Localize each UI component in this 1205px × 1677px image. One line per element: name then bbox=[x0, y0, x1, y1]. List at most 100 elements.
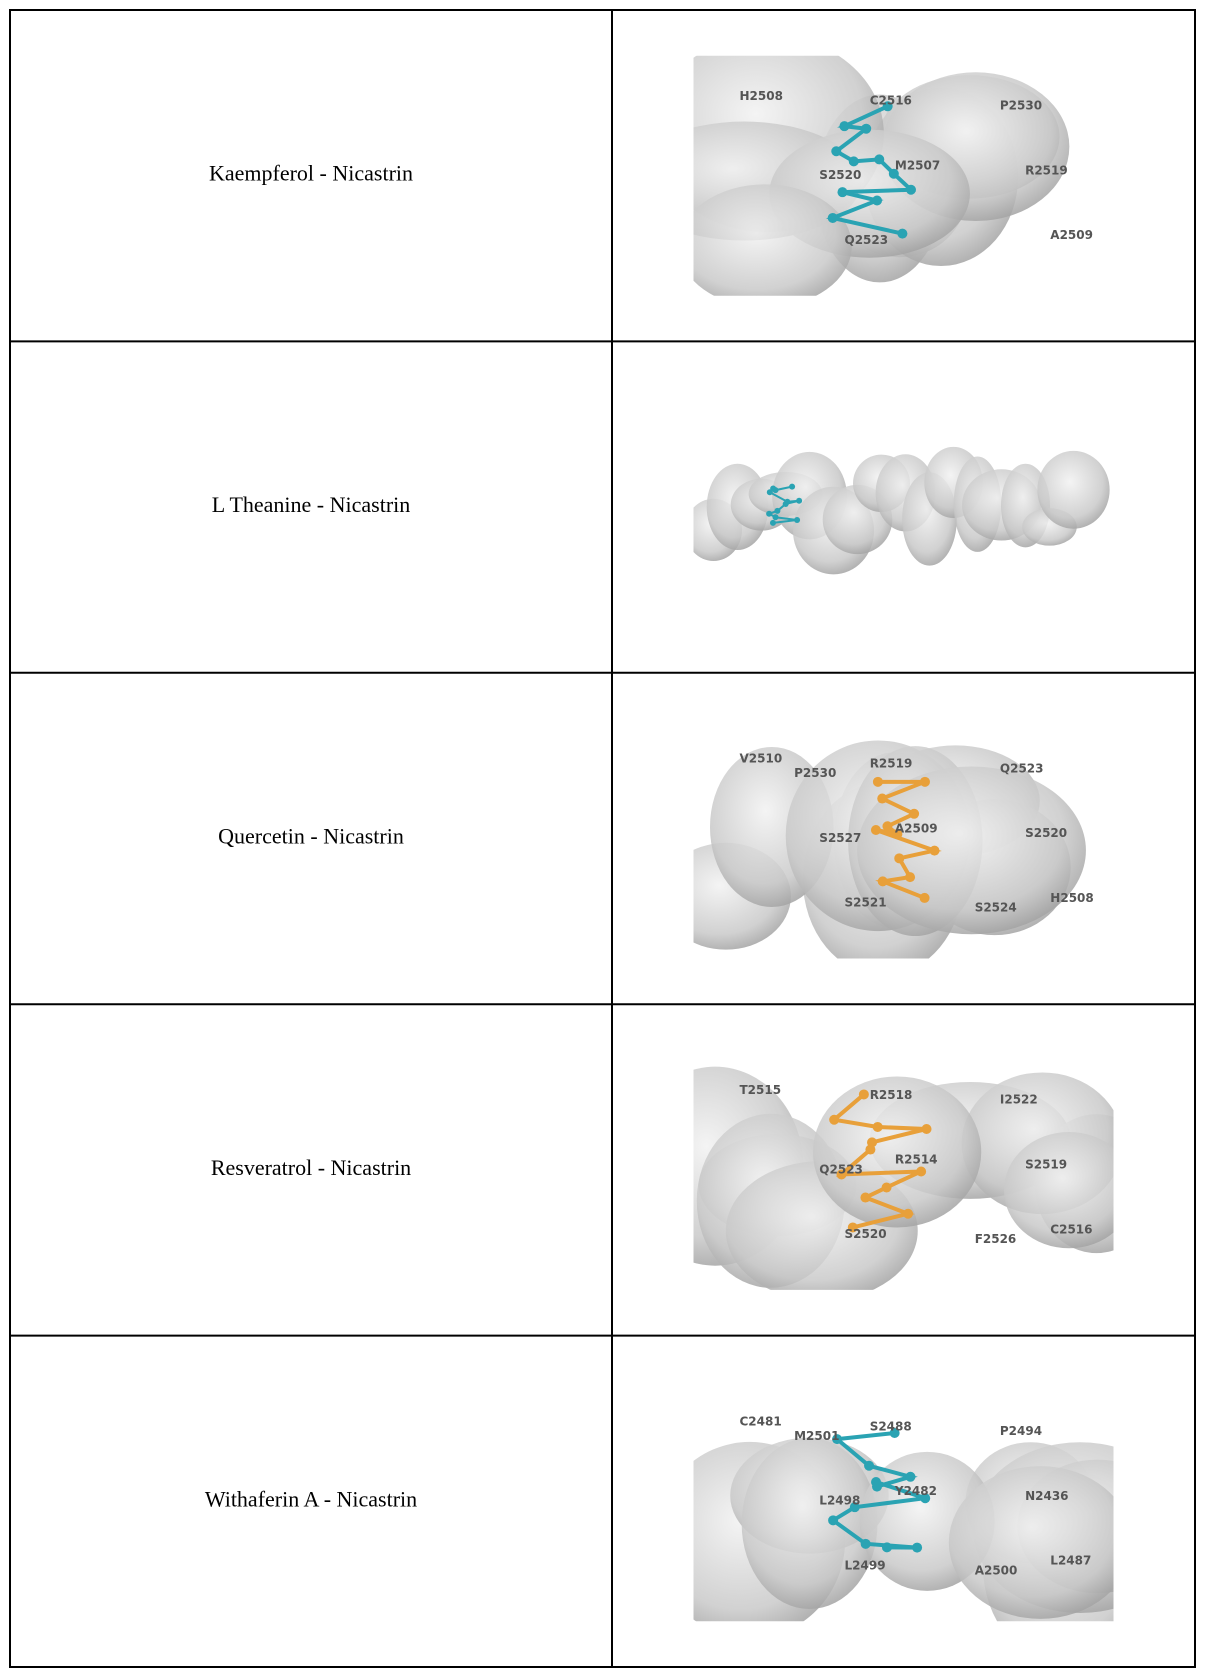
residue-label: C2481 bbox=[740, 1415, 782, 1429]
residue-label: L2498 bbox=[819, 1494, 860, 1508]
ligand-atom bbox=[849, 156, 859, 166]
protein-surface bbox=[678, 184, 851, 307]
residue-label: H2508 bbox=[740, 89, 783, 103]
residue-label: R2518 bbox=[870, 1088, 913, 1102]
ligand-atom bbox=[828, 213, 838, 223]
ligand-atom bbox=[894, 853, 904, 863]
image-content bbox=[685, 387, 1113, 627]
ligand-atom bbox=[905, 1472, 915, 1482]
ligand-atom bbox=[773, 514, 779, 520]
protein-surface bbox=[857, 766, 1086, 934]
ligand-atom bbox=[766, 511, 772, 517]
ligand-atom bbox=[912, 1543, 922, 1553]
ligand-atom bbox=[770, 520, 776, 526]
ligand-atom bbox=[873, 777, 883, 787]
ligand-atom bbox=[878, 876, 888, 886]
residue-label: F2526 bbox=[975, 1232, 1017, 1246]
row-label: Resveratrol - Nicastrin bbox=[211, 1155, 411, 1180]
ligand-atom bbox=[783, 501, 789, 507]
docking-image bbox=[685, 387, 1113, 627]
ligand-atom bbox=[920, 893, 930, 903]
document-table: Kaempferol - Nicastrin H2508 M2507 A2509 C25… bbox=[0, 0, 1205, 1677]
ligand-atom bbox=[828, 1515, 838, 1525]
residue-label: N2436 bbox=[1025, 1489, 1068, 1503]
residue-label: C2516 bbox=[870, 94, 912, 108]
residue-label: T2515 bbox=[740, 1083, 782, 1097]
ligand-atom bbox=[767, 489, 773, 495]
image-content: C2481 Y2482 L2487 S2488 N2436 L2499 P2494 L2498… bbox=[654, 1381, 1187, 1664]
ligand-atom bbox=[829, 1115, 839, 1125]
residue-label: Y2482 bbox=[894, 1484, 937, 1498]
row-label: Quercetin - Nicastrin bbox=[218, 824, 404, 849]
image-content: T2515 R2514 C2516 R2518 S2519 S2520 I2522 Q2523… bbox=[627, 1050, 1158, 1301]
ligand-atom bbox=[909, 809, 919, 819]
ligand-atom bbox=[903, 1209, 913, 1219]
ligand-atom bbox=[882, 821, 892, 831]
residue-label: P2494 bbox=[1000, 1424, 1042, 1438]
ligand-atom bbox=[882, 1182, 892, 1192]
residue-label: M2507 bbox=[895, 159, 940, 173]
ligand-atom bbox=[930, 846, 940, 856]
ligand-atom bbox=[874, 154, 884, 164]
ligand-atom bbox=[864, 1461, 874, 1471]
ligand-atom bbox=[861, 1539, 871, 1549]
ligand-atom bbox=[789, 484, 795, 490]
ligand-atom bbox=[871, 1477, 881, 1487]
residue-label: S2520 bbox=[819, 168, 861, 182]
residue-label: M2501 bbox=[794, 1429, 839, 1443]
ligand-atom bbox=[897, 229, 907, 239]
page: Kaempferol - Nicastrin H2508 M2507 A2509 C25… bbox=[0, 0, 1205, 1677]
ligand-atom bbox=[794, 517, 800, 523]
protein-surface bbox=[1037, 451, 1109, 529]
ligand-atom bbox=[837, 187, 847, 197]
ligand-atom bbox=[906, 185, 916, 195]
protein-surface bbox=[742, 1438, 878, 1609]
residue-label: P2530 bbox=[794, 766, 836, 780]
residue-label: A2509 bbox=[895, 821, 938, 835]
ligand-atom bbox=[882, 1542, 892, 1552]
image-content: V2510 A2509 H2508 R2519 S2520 S2521 Q2523 S2527… bbox=[661, 719, 1114, 976]
residue-label: S2527 bbox=[819, 831, 861, 845]
ligand-atom bbox=[871, 825, 881, 835]
residue-label: L2487 bbox=[1050, 1554, 1091, 1568]
ligand-atom bbox=[877, 794, 887, 804]
ligand-atom bbox=[796, 498, 802, 504]
ligand-atom bbox=[831, 146, 841, 156]
ligand-atom bbox=[860, 1193, 870, 1203]
residue-label: V2510 bbox=[740, 752, 783, 766]
residue-label: L2499 bbox=[845, 1559, 886, 1573]
residue-label: S2524 bbox=[975, 901, 1017, 915]
residue-label: Q2523 bbox=[819, 1162, 863, 1176]
residue-label: Q2523 bbox=[1000, 761, 1044, 775]
row-label: Kaempferol - Nicastrin bbox=[209, 161, 413, 186]
residue-label: A2500 bbox=[975, 1563, 1018, 1577]
ligand-atom bbox=[873, 1122, 883, 1132]
ligand-atom bbox=[916, 1166, 926, 1176]
residue-label: R2514 bbox=[895, 1153, 938, 1167]
docking-image: V2510 A2509 H2508 R2519 S2520 S2521 Q2523 S2527… bbox=[661, 719, 1114, 976]
row-label: Withaferin A - Nicastrin bbox=[205, 1486, 417, 1511]
residue-label: S2519 bbox=[1025, 1158, 1067, 1172]
residue-label: Q2523 bbox=[845, 233, 889, 247]
residue-label: S2521 bbox=[845, 896, 887, 910]
residue-label: A2509 bbox=[1050, 228, 1093, 242]
ligand-atom bbox=[905, 872, 915, 882]
ligand-atom bbox=[872, 196, 882, 206]
residue-label: S2520 bbox=[845, 1227, 887, 1241]
residue-label: S2520 bbox=[1025, 826, 1067, 840]
ligand-atom bbox=[774, 508, 780, 514]
residue-label: C2516 bbox=[1050, 1222, 1092, 1236]
ligand-atom bbox=[859, 1089, 869, 1099]
residue-label: I2522 bbox=[1000, 1093, 1038, 1107]
docking-image: C2481 Y2482 L2487 S2488 N2436 L2499 P2494 L2498… bbox=[654, 1381, 1187, 1664]
residue-label: R2519 bbox=[870, 757, 913, 771]
residue-label: P2530 bbox=[1000, 99, 1042, 113]
ligand-atom bbox=[861, 124, 871, 134]
docking-image: T2515 R2514 C2516 R2518 S2519 S2520 I2522 Q2523… bbox=[627, 1050, 1158, 1301]
ligand-atom bbox=[920, 777, 930, 787]
ligand-atom bbox=[865, 1145, 875, 1155]
residue-label: H2508 bbox=[1050, 891, 1093, 905]
residue-label: S2488 bbox=[870, 1419, 912, 1433]
